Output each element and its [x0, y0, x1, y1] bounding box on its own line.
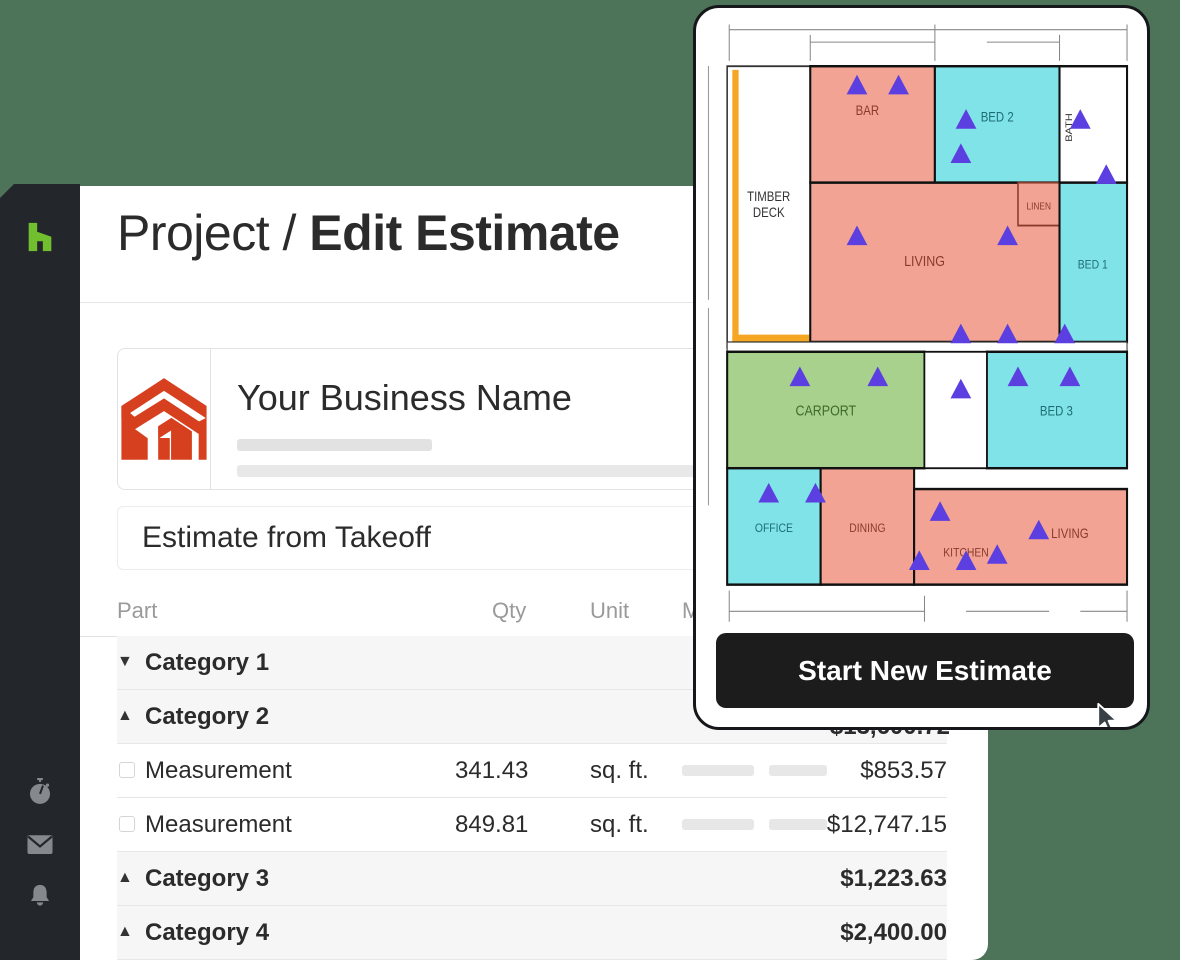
svg-text:LIVING: LIVING [1051, 526, 1088, 541]
svg-text:BED 2: BED 2 [981, 110, 1014, 125]
svg-text:DINING: DINING [849, 522, 885, 535]
svg-text:OFFICE: OFFICE [755, 522, 793, 535]
svg-text:LINEN: LINEN [1027, 201, 1051, 212]
svg-text:TIMBER: TIMBER [747, 189, 790, 204]
svg-text:DECK: DECK [753, 205, 785, 220]
svg-text:LIVING: LIVING [904, 253, 945, 269]
svg-text:BAR: BAR [856, 103, 879, 118]
svg-text:CARPORT: CARPORT [795, 403, 856, 419]
svg-text:BED 1: BED 1 [1078, 259, 1108, 272]
svg-text:BED 3: BED 3 [1040, 404, 1073, 419]
